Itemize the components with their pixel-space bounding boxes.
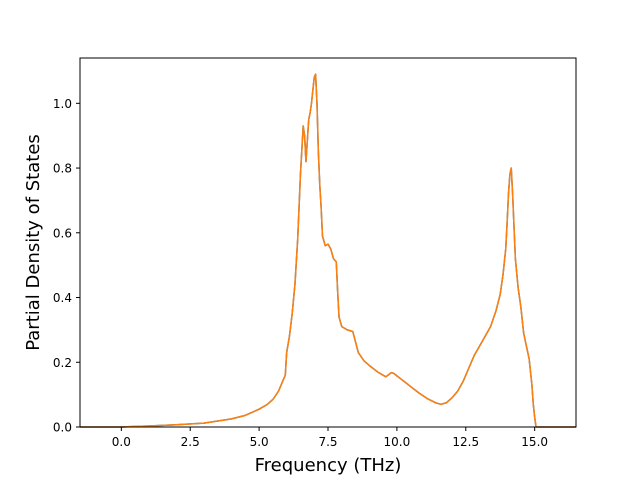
y-tick-label: 0.4	[53, 291, 72, 305]
series-line-2	[80, 73, 576, 428]
y-tick-label: 1.0	[53, 97, 72, 111]
x-axis-ticks: 0.0 2.5 5.0 7.5 10.0 12.5 15.0	[112, 427, 548, 449]
x-tick-label: 2.5	[181, 435, 200, 449]
x-tick-label: 15.0	[521, 435, 548, 449]
x-axis-label: Frequency (THz)	[255, 455, 402, 476]
plot-area	[80, 73, 576, 428]
x-tick-label: 0.0	[112, 435, 131, 449]
x-tick-label: 12.5	[452, 435, 479, 449]
x-tick-label: 10.0	[384, 435, 411, 449]
y-tick-label: 0.8	[53, 162, 72, 176]
x-tick-label: 5.0	[250, 435, 269, 449]
y-tick-label: 0.6	[53, 226, 72, 240]
x-tick-label: 7.5	[318, 435, 337, 449]
axes-frame	[79, 57, 577, 428]
y-tick-label: 0.0	[53, 421, 72, 435]
y-axis-ticks: 0.0 0.2 0.4 0.6 0.8 1.0	[53, 97, 80, 435]
y-axis-label: Partial Density of States	[23, 134, 44, 351]
y-tick-label: 0.2	[53, 356, 72, 370]
